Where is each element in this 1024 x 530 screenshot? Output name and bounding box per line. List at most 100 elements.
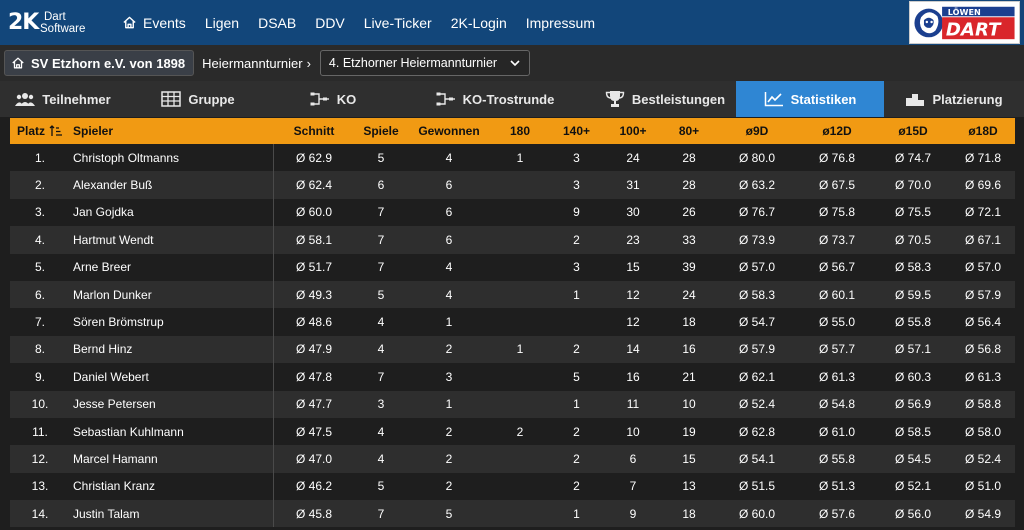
table-row[interactable]: 4. Hartmut Wendt Ø 58.1 7 6 2 23 33 Ø 73.9 Ø 73.7… [10, 226, 1015, 254]
event-select-dropdown[interactable]: 4. Etzhorner Heiermannturnier [319, 50, 531, 76]
table-row[interactable]: 6. Marlon Dunker Ø 49.3 5 4 1 12 24 Ø 58.3 Ø 60.1… [10, 280, 1015, 309]
table-row[interactable]: 8. Bernd Hinz Ø 47.9 4 2 1 2 14 16 Ø 57.9 Ø 57.7 Ø … [10, 335, 1015, 364]
cell-spieler[interactable]: Justin Talam [70, 500, 274, 528]
header-avg-18d[interactable]: ø18D [951, 118, 1015, 144]
cell-spiele: 4 [377, 342, 385, 357]
cell-180 [490, 500, 550, 527]
header-spieler[interactable]: Spieler [70, 118, 274, 144]
tab-platzierung[interactable]: Platzierung [884, 81, 1024, 117]
table-row[interactable]: 5. Arne Breer Ø 51.7 7 4 3 15 39 Ø 57.0 Ø 56.7 Ø 5… [10, 253, 1015, 281]
cell-spieler[interactable]: Bernd Hinz [70, 335, 274, 364]
cell-spieler[interactable]: Sören Brömstrup [70, 308, 274, 336]
cell-avg-9d: Ø 62.1 [738, 369, 776, 384]
logo-line-2: Software [40, 22, 86, 35]
nav-2k-login[interactable]: 2K-Login [451, 0, 507, 45]
header-180[interactable]: 180 [490, 118, 550, 144]
cell-spieler[interactable]: Jan Gojdka [70, 198, 274, 227]
table-row[interactable]: 2. Alexander Buß Ø 62.4 6 6 3 31 28 Ø 63.2 Ø 67.5… [10, 171, 1015, 199]
cell-schnitt: Ø 47.0 [295, 451, 333, 466]
cell-avg-18d: Ø 57.9 [964, 287, 1002, 302]
cell-spiele: 7 [377, 232, 385, 247]
header-spiele[interactable]: Spiele [354, 118, 408, 144]
cell-spiele: 4 [377, 451, 385, 466]
header-avg-12d[interactable]: ø12D [799, 118, 875, 144]
tab-ko-trostrunde-label: KO-Trostrunde [462, 91, 555, 107]
header-140plus[interactable]: 140+ [550, 118, 603, 144]
tab-ko[interactable]: KO [270, 81, 396, 117]
tab-teilnehmer[interactable]: Teilnehmer [0, 81, 126, 117]
header-schnitt[interactable]: Schnitt [274, 118, 354, 144]
cell-spieler[interactable]: Sebastian Kuhlmann [70, 417, 274, 446]
tab-bestleistungen[interactable]: Bestleistungen [594, 81, 736, 117]
header-100plus[interactable]: 100+ [603, 118, 663, 144]
cell-100plus: 9 [629, 506, 637, 521]
header-gewonnen[interactable]: Gewonnen [408, 118, 490, 144]
cell-avg-12d: Ø 67.5 [818, 178, 856, 193]
nav-dsab[interactable]: DSAB [258, 0, 296, 45]
trophy-icon [605, 91, 625, 107]
cell-spieler[interactable]: Marlon Dunker [70, 280, 274, 309]
cell-gewonnen: 2 [445, 479, 453, 494]
dart-software-logo[interactable]: 2K Dart Software [8, 0, 112, 45]
table-row[interactable]: 1. Christoph Oltmanns Ø 62.9 5 4 1 3 24 28 Ø 80.0… [10, 144, 1015, 172]
table-row[interactable]: 3. Jan Gojdka Ø 60.0 7 6 9 30 26 Ø 76.7 Ø 75.8 Ø 7… [10, 198, 1015, 227]
cell-spiele: 7 [377, 506, 385, 521]
nav-events[interactable]: Events [122, 0, 186, 45]
cell-80plus: 33 [682, 232, 696, 247]
tab-statistiken[interactable]: Statistiken [736, 81, 884, 117]
cell-avg-18d: Ø 52.4 [964, 451, 1002, 466]
cell-180 [490, 226, 550, 253]
cell-spiele: 4 [377, 424, 385, 439]
tab-gruppe[interactable]: Gruppe [126, 81, 270, 117]
cell-spieler[interactable]: Marcel Hamann [70, 445, 274, 473]
nav-2k-login-label: 2K-Login [450, 14, 507, 31]
header-avg-15d[interactable]: ø15D [875, 118, 951, 144]
cell-avg-12d: Ø 56.7 [818, 260, 856, 275]
cell-spieler[interactable]: Arne Breer [70, 253, 274, 281]
cell-avg-15d: Ø 70.5 [894, 232, 932, 247]
table-row[interactable]: 12. Marcel Hamann Ø 47.0 4 2 2 6 15 Ø 54.1 Ø 55.8… [10, 445, 1015, 473]
cell-avg-15d: Ø 75.5 [894, 205, 932, 220]
cell-100plus: 15 [626, 260, 640, 275]
header-avg-9d[interactable]: ø9D [715, 118, 799, 144]
cell-schnitt: Ø 47.8 [295, 369, 333, 384]
header-spiele-label: Spiele [363, 124, 399, 138]
table-row[interactable]: 13. Christian Kranz Ø 46.2 5 2 2 7 13 Ø 51.5 Ø 51… [10, 472, 1015, 501]
breadcrumb-tournament-link[interactable]: Heiermannturnier › [202, 56, 311, 71]
cell-spieler[interactable]: Christian Kranz [70, 472, 274, 501]
cell-spieler[interactable]: Daniel Webert [70, 363, 274, 391]
header-80plus[interactable]: 80+ [663, 118, 715, 144]
table-row[interactable]: 7. Sören Brömstrup Ø 48.6 4 1 12 18 Ø 54.7 Ø 55.… [10, 308, 1015, 336]
cell-spiele: 5 [377, 287, 385, 302]
nav-impressum[interactable]: Impressum [526, 0, 595, 45]
nav-ligen[interactable]: Ligen [205, 0, 239, 45]
cell-platz: 12. [31, 451, 49, 466]
cell-avg-9d: Ø 51.5 [738, 479, 776, 494]
cell-schnitt: Ø 62.9 [295, 150, 333, 165]
cell-avg-9d: Ø 57.0 [738, 260, 776, 275]
tab-teilnehmer-label: Teilnehmer [42, 91, 111, 107]
table-header: Platz Spieler Schnitt Spiele Gewonnen 18… [10, 118, 1015, 144]
header-avg-12d-label: ø12D [822, 124, 852, 138]
nav-ddv[interactable]: DDV [315, 0, 345, 45]
header-platz[interactable]: Platz [10, 118, 70, 144]
cell-80plus: 24 [682, 287, 696, 302]
nav-live-ticker[interactable]: Live-Ticker [364, 0, 432, 45]
cell-spiele: 7 [377, 205, 385, 220]
cell-140plus: 3 [573, 150, 580, 165]
cell-avg-18d: Ø 51.0 [964, 479, 1002, 494]
bracket-icon [436, 92, 455, 106]
cell-spieler[interactable]: Jesse Petersen [70, 390, 274, 418]
table-row[interactable]: 10. Jesse Petersen Ø 47.7 3 1 1 11 10 Ø 52.4 Ø 54… [10, 390, 1015, 418]
tab-ko-trostrunde[interactable]: KO-Trostrunde [396, 81, 594, 117]
cell-spieler[interactable]: Hartmut Wendt [70, 226, 274, 254]
cell-spieler[interactable]: Christoph Oltmanns [70, 144, 274, 172]
breadcrumb-club-button[interactable]: SV Etzhorn e.V. von 1898 [4, 50, 195, 76]
loewen-dart-logo[interactable]: LÖWEN DART [909, 1, 1020, 44]
table-row[interactable]: 9. Daniel Webert Ø 47.8 7 3 5 16 21 Ø 62.1 Ø 61.3… [10, 363, 1015, 391]
table-row[interactable]: 11. Sebastian Kuhlmann Ø 47.5 4 2 2 2 10 19 Ø 62.… [10, 417, 1015, 446]
table-row[interactable]: 14. Justin Talam Ø 45.8 7 5 1 9 18 Ø 60.0 Ø 57.6 Ø… [10, 500, 1015, 528]
cell-avg-9d: Ø 60.0 [738, 506, 776, 521]
cell-avg-15d: Ø 56.0 [894, 506, 932, 521]
cell-spieler[interactable]: Alexander Buß [70, 171, 274, 199]
